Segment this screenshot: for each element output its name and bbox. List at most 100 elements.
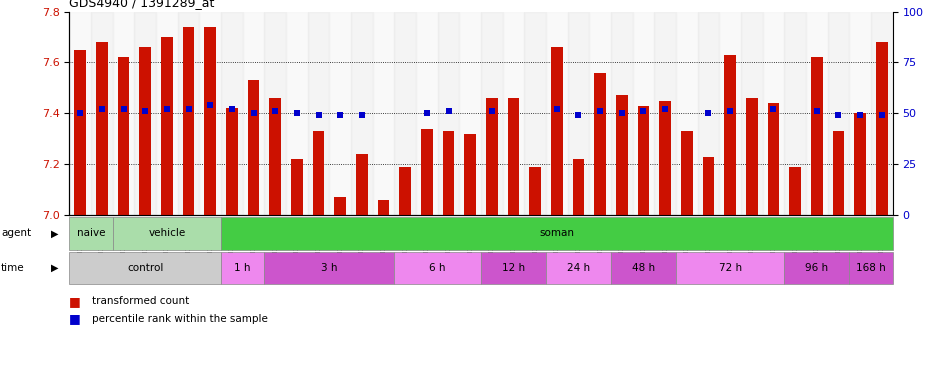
Bar (806, 12, 828, 215)
Bar (178, 12, 200, 215)
Bar (113, 12, 134, 215)
Bar (660, 101, 672, 215)
Text: 168 h: 168 h (856, 263, 886, 273)
Bar (394, 12, 416, 215)
Text: ▶: ▶ (51, 263, 58, 273)
Bar (69, 12, 91, 215)
Bar (784, 252, 849, 284)
Bar (594, 73, 606, 215)
Text: time: time (1, 263, 25, 273)
Text: ▶: ▶ (51, 228, 58, 238)
Bar (724, 55, 736, 215)
Bar (681, 131, 693, 215)
Text: 24 h: 24 h (567, 263, 590, 273)
Bar (832, 131, 845, 215)
Bar (334, 197, 346, 215)
Bar (438, 12, 460, 215)
Bar (524, 12, 546, 215)
Bar (91, 12, 113, 215)
Bar (676, 252, 784, 284)
Bar (849, 252, 893, 284)
Bar (221, 252, 265, 284)
Bar (248, 80, 260, 215)
Bar (96, 42, 108, 215)
Bar (204, 27, 216, 215)
Text: vehicle: vehicle (148, 228, 186, 238)
Bar (265, 12, 286, 215)
Text: control: control (127, 263, 164, 273)
Bar (221, 12, 242, 215)
Bar (746, 98, 758, 215)
Bar (182, 27, 194, 215)
Text: ■: ■ (69, 312, 81, 325)
Bar (828, 12, 849, 215)
Bar (611, 252, 676, 284)
Bar (611, 12, 633, 215)
Bar (134, 12, 156, 215)
Bar (741, 12, 762, 215)
Bar (551, 47, 562, 215)
Bar (676, 12, 697, 215)
Bar (546, 12, 568, 215)
Bar (460, 12, 481, 215)
Bar (697, 12, 720, 215)
Text: GDS4940 / 1391289_at: GDS4940 / 1391289_at (69, 0, 215, 9)
Bar (508, 98, 520, 215)
Bar (140, 47, 151, 215)
Bar (416, 12, 438, 215)
Bar (69, 252, 221, 284)
Bar (529, 167, 541, 215)
Bar (637, 106, 649, 215)
Bar (502, 12, 524, 215)
Bar (226, 108, 238, 215)
Text: 1 h: 1 h (234, 263, 251, 273)
Bar (117, 57, 130, 215)
Bar (546, 252, 611, 284)
Text: 96 h: 96 h (806, 263, 829, 273)
Bar (486, 98, 498, 215)
Bar (784, 12, 806, 215)
Bar (69, 217, 113, 250)
Bar (113, 217, 221, 250)
Bar (377, 200, 389, 215)
Bar (156, 12, 178, 215)
Bar (329, 12, 351, 215)
Text: 3 h: 3 h (321, 263, 338, 273)
Text: 12 h: 12 h (502, 263, 525, 273)
Bar (568, 12, 589, 215)
Bar (633, 12, 654, 215)
Bar (442, 131, 454, 215)
Bar (762, 12, 784, 215)
Text: 6 h: 6 h (429, 263, 446, 273)
Bar (161, 37, 173, 215)
Text: soman: soman (539, 228, 574, 238)
Text: percentile rank within the sample: percentile rank within the sample (92, 314, 268, 324)
Bar (720, 12, 741, 215)
Bar (400, 167, 411, 215)
Bar (373, 12, 394, 215)
Bar (308, 12, 329, 215)
Text: 48 h: 48 h (632, 263, 655, 273)
Bar (573, 159, 585, 215)
Bar (768, 103, 780, 215)
Text: 72 h: 72 h (719, 263, 742, 273)
Bar (356, 154, 368, 215)
Bar (265, 252, 394, 284)
Bar (811, 57, 822, 215)
Text: naive: naive (77, 228, 105, 238)
Bar (286, 12, 308, 215)
Bar (589, 12, 611, 215)
Text: transformed count: transformed count (92, 296, 190, 306)
Bar (849, 12, 871, 215)
Bar (351, 12, 373, 215)
Bar (290, 159, 302, 215)
Bar (200, 12, 221, 215)
Bar (871, 12, 893, 215)
Bar (616, 96, 628, 215)
Bar (421, 129, 433, 215)
Bar (242, 12, 265, 215)
Bar (854, 113, 866, 215)
Bar (464, 134, 476, 215)
Bar (481, 12, 502, 215)
Bar (74, 50, 86, 215)
